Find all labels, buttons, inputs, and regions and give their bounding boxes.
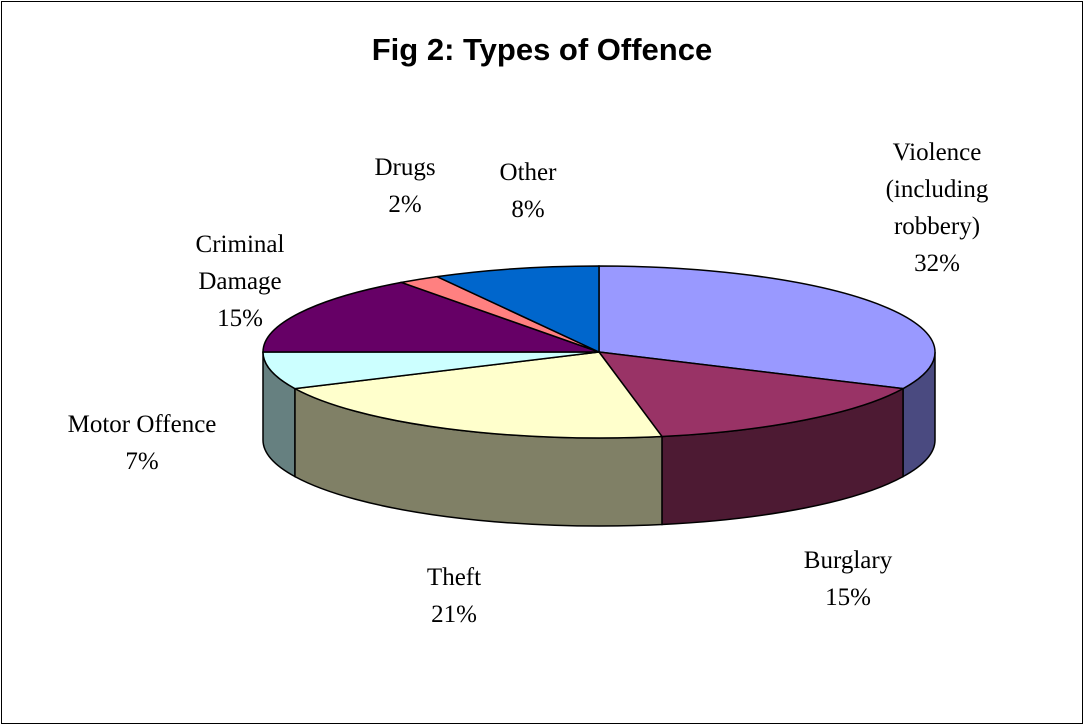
value-label-theft: 21%	[431, 601, 477, 628]
pie-labels: Violence (including robbery) 32% Burglary 15%…	[68, 139, 989, 628]
name-label-violence-including-robbery: Violence	[893, 139, 982, 166]
name-label-theft: Theft	[427, 564, 481, 591]
name-label-motor-offence: Motor Offence	[68, 411, 217, 438]
name-label-drugs: Drugs	[374, 154, 435, 181]
chart-title: Fig 2: Types of Offence	[371, 32, 713, 67]
value-label-other: 8%	[511, 196, 544, 223]
label-violence-including-robbery: Violence (including robbery) 32%	[886, 139, 989, 277]
label-criminal-damage: Criminal Damage 15%	[196, 231, 285, 332]
slice-violence-including-robbery	[598, 265, 936, 390]
name-label-violence-including-robbery: (including	[886, 176, 989, 203]
value-label-motor-offence: 7%	[125, 448, 158, 475]
slice-theft	[292, 351, 664, 439]
name-label-violence-including-robbery: robbery)	[894, 213, 980, 240]
label-drugs: Drugs 2%	[374, 154, 435, 218]
label-burglary: Burglary 15%	[804, 547, 893, 611]
label-theft: Theft 21%	[427, 564, 481, 628]
slice-other	[434, 265, 600, 354]
slice-motor-offence	[262, 351, 600, 390]
name-label-criminal-damage: Damage	[198, 268, 281, 295]
value-label-burglary: 15%	[825, 584, 871, 611]
value-label-drugs: 2%	[388, 191, 421, 218]
value-label-criminal-damage: 15%	[217, 305, 263, 332]
label-other: Other 8%	[500, 159, 558, 223]
name-label-criminal-damage: Criminal	[196, 231, 285, 258]
name-label-other: Other	[500, 159, 558, 186]
value-label-violence-including-robbery: 32%	[914, 250, 960, 277]
pie-sides	[262, 351, 936, 527]
name-label-burglary: Burglary	[804, 547, 893, 574]
slice-criminal-damage	[262, 281, 600, 353]
pie-tops	[262, 265, 936, 439]
slice-burglary	[597, 351, 906, 438]
label-motor-offence: Motor Offence 7%	[68, 411, 217, 475]
